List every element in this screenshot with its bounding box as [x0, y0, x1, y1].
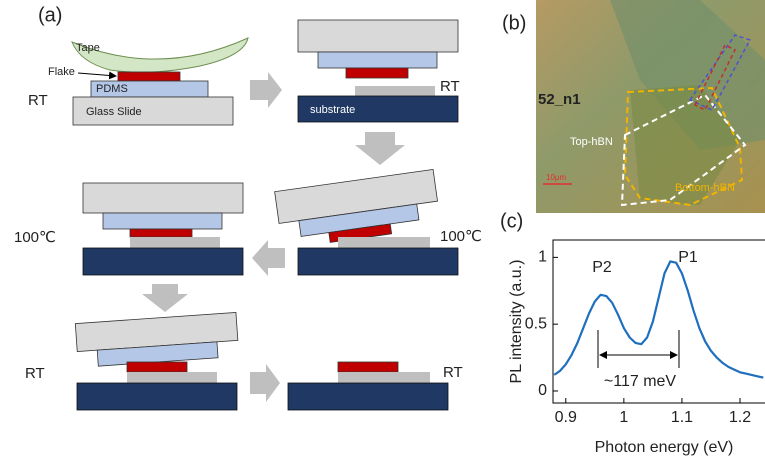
temperature: RT: [25, 365, 45, 382]
y-tick-label: 1: [538, 249, 547, 266]
glass-slide: [83, 183, 243, 213]
glass-label: Glass Slide: [86, 106, 142, 118]
pointer: [78, 73, 116, 76]
temperature: 100℃: [440, 228, 482, 245]
substrate: [288, 383, 448, 410]
flake: [346, 68, 408, 78]
flake: [338, 362, 398, 372]
scale-label: 10μm: [546, 173, 567, 182]
substrate-label: substrate: [310, 104, 355, 116]
arrow: [250, 364, 280, 402]
bottom-layer: [355, 86, 435, 96]
panel-label: (c): [500, 210, 523, 232]
flake: [118, 72, 180, 81]
flake-label: Flake: [48, 66, 75, 78]
panel-label: (b): [502, 12, 526, 34]
substrate: [77, 383, 237, 410]
annotation: ~117 meV: [604, 373, 677, 390]
top-label: Top-hBN: [570, 136, 613, 148]
bottom-layer: [130, 237, 220, 248]
x-axis-label: Photon energy (eV): [595, 439, 734, 456]
glass-slide: [298, 20, 458, 52]
x-tick-label: 1.1: [671, 409, 693, 426]
x-tick-label: 1: [619, 409, 628, 426]
y-tick-label: 0: [538, 382, 547, 399]
annotation: P1: [678, 249, 698, 266]
temperature: RT: [443, 364, 463, 381]
arrow: [142, 284, 188, 312]
x-tick-label: 1.2: [729, 409, 751, 426]
y-tick-label: 0.5: [525, 315, 547, 332]
arrow: [250, 72, 282, 108]
x-tick-label: 0.9: [555, 409, 577, 426]
temperature: RT: [440, 78, 460, 95]
panel-a: (a) Tape Flake PDMS Glass Slide RT subst…: [14, 4, 482, 410]
annotation: P2: [592, 259, 612, 276]
temperature: RT: [28, 92, 48, 109]
panel-label: (a): [38, 4, 62, 26]
sample-id: 52_n1: [538, 91, 581, 108]
flake: [130, 229, 192, 237]
panel-b: (b) 52_n1 Top-hBN Bottom-hBN 10μm: [502, 0, 765, 213]
pdms: [103, 213, 222, 229]
bottom-label: Bottom-hBN: [675, 182, 735, 194]
substrate: [83, 248, 243, 275]
bottom-layer: [338, 372, 430, 383]
tape-label: Tape: [76, 42, 100, 54]
pdms: [318, 52, 437, 68]
spectrum: [554, 261, 763, 377]
bottom-layer: [338, 237, 430, 248]
pdms-label: PDMS: [96, 83, 128, 95]
arrow: [355, 132, 405, 165]
bottom-layer: [127, 372, 217, 383]
panel-c: (c) 0.9 1 1.1 1.2 0 0.5 1 Photon energy (eV) PL …: [500, 210, 765, 456]
y-axis-label: PL intensity (a.u.): [508, 260, 525, 384]
temperature: 100℃: [14, 229, 56, 246]
flake: [127, 362, 187, 372]
figure: (a) Tape Flake PDMS Glass Slide RT subst…: [0, 0, 765, 459]
substrate: [298, 248, 458, 275]
arrow: [252, 240, 285, 276]
